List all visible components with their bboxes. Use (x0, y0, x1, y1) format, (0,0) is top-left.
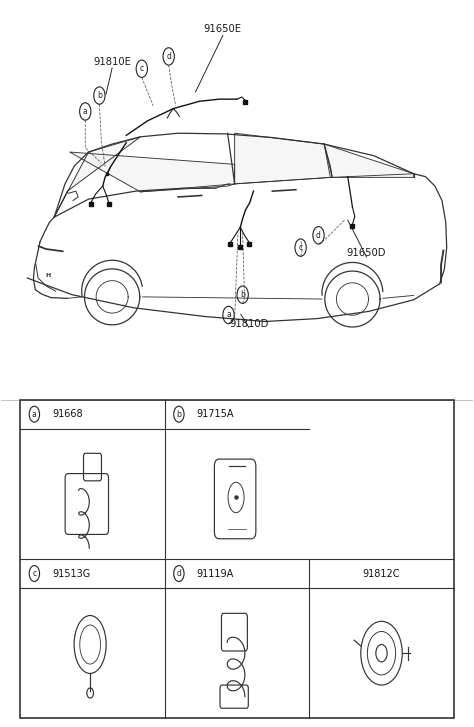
Text: d: d (176, 569, 182, 578)
Bar (20, 400, 454, 718)
Polygon shape (235, 133, 330, 184)
Text: 91513G: 91513G (52, 569, 91, 579)
Text: b: b (97, 91, 102, 100)
Text: c: c (299, 243, 303, 252)
Text: 91812C: 91812C (363, 569, 400, 579)
Text: b: b (240, 290, 245, 300)
Text: 91715A: 91715A (197, 409, 234, 419)
Polygon shape (324, 144, 414, 177)
Text: c: c (140, 64, 144, 73)
Text: a: a (226, 310, 231, 319)
Polygon shape (70, 152, 235, 192)
Text: b: b (176, 410, 182, 419)
Text: 91810E: 91810E (93, 57, 131, 67)
Polygon shape (54, 137, 140, 217)
Text: d: d (166, 52, 171, 61)
Text: d: d (316, 230, 321, 240)
Text: 91810D: 91810D (229, 318, 268, 329)
Text: H: H (45, 273, 50, 278)
Text: a: a (83, 107, 88, 116)
Text: 91650E: 91650E (204, 24, 242, 34)
Text: 91668: 91668 (52, 409, 83, 419)
Text: a: a (32, 410, 37, 419)
Text: c: c (32, 569, 36, 578)
Text: 91119A: 91119A (197, 569, 234, 579)
Text: 91650D: 91650D (347, 249, 386, 259)
